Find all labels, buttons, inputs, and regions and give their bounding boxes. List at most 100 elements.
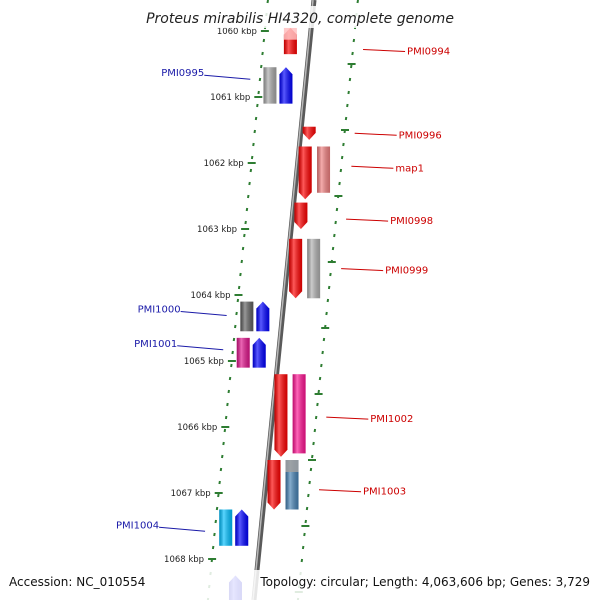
topology-text: Topology: circular; Length: 4,063,606 bp… <box>259 575 590 589</box>
minor-tick <box>309 467 313 472</box>
gene-shading <box>285 460 299 510</box>
minor-tick <box>308 480 311 485</box>
leader-line <box>351 165 394 169</box>
gene-arrow[interactable] <box>298 146 312 200</box>
gene-name: PMI0996 <box>399 130 442 141</box>
scale-label: 1065 kbp <box>184 357 224 367</box>
gene-shading <box>236 337 250 368</box>
minor-tick <box>350 64 353 69</box>
minor-tick <box>340 155 344 160</box>
gene-arrow[interactable] <box>235 509 249 546</box>
minor-tick <box>241 246 245 251</box>
gene-arrow[interactable] <box>302 126 316 140</box>
gene-name: map1 <box>395 163 424 174</box>
accession-text: Accession: NC_010554 <box>9 575 145 589</box>
gene-label[interactable]: PMI1003 <box>319 487 406 498</box>
gene-arrow[interactable] <box>285 460 299 510</box>
scale-label: 1061 kbp <box>210 93 250 103</box>
gene-arrow[interactable] <box>274 374 288 457</box>
minor-tick <box>244 220 247 225</box>
gene-arrow[interactable] <box>289 238 303 299</box>
scale-label: 1063 kbp <box>197 225 237 235</box>
gene-arrow[interactable] <box>292 374 306 454</box>
leader-line <box>319 489 362 493</box>
minor-tick <box>237 285 241 290</box>
right-tick-line <box>296 0 359 600</box>
gene-arrow[interactable] <box>283 27 297 55</box>
leader-line <box>159 526 206 532</box>
gene-label[interactable]: PMI0996 <box>354 130 442 141</box>
minor-tick <box>262 38 266 43</box>
gene-labels: PMI0994 PMI0995 PMI0996 map1 PMI0998 PMI0999 P… <box>116 46 450 532</box>
leader-line <box>346 218 389 222</box>
minor-tick <box>305 506 309 511</box>
gene-arrow[interactable] <box>236 337 250 368</box>
scale-label: 1067 kbp <box>171 489 211 499</box>
gene-label[interactable]: PMI0999 <box>341 266 428 277</box>
backbone-line <box>251 0 317 600</box>
gene-name: PMI1004 <box>116 520 159 531</box>
minor-tick <box>230 363 233 368</box>
minor-tick <box>318 376 322 381</box>
gene-label[interactable]: PMI1001 <box>134 339 224 351</box>
minor-tick <box>239 272 242 277</box>
gene-shading <box>240 301 254 332</box>
minor-tick <box>317 389 320 394</box>
minor-tick <box>221 454 224 459</box>
gene-arrow[interactable] <box>256 301 270 332</box>
minor-tick <box>252 142 255 147</box>
gene-label[interactable]: PMI0994 <box>363 46 450 57</box>
minor-tick <box>240 259 243 264</box>
gene-shading <box>235 509 249 546</box>
minor-tick <box>257 90 260 95</box>
gene-arrow[interactable] <box>252 337 266 368</box>
gene-arrow[interactable] <box>219 509 233 546</box>
gene-arrow[interactable] <box>267 460 281 510</box>
gene-arrow[interactable] <box>317 146 331 193</box>
gene-label[interactable]: PMI1002 <box>326 414 413 425</box>
minor-tick <box>223 428 227 433</box>
gene-name: PMI1001 <box>134 339 177 350</box>
gene-label[interactable]: PMI0995 <box>161 68 251 80</box>
minor-tick <box>215 506 219 511</box>
gene-shading <box>289 238 303 299</box>
leader-line <box>204 74 251 80</box>
minor-tick <box>314 415 318 420</box>
gene-label[interactable]: map1 <box>351 163 424 174</box>
gene-arrow[interactable] <box>279 67 293 104</box>
minor-tick <box>327 285 331 290</box>
minor-tick <box>211 545 215 550</box>
gene-arrow[interactable] <box>294 202 308 229</box>
leader-line <box>180 310 227 316</box>
minor-tick <box>224 415 228 420</box>
minor-tick <box>329 272 332 277</box>
minor-tick <box>301 545 305 550</box>
minor-tick <box>250 155 254 160</box>
leader-line <box>354 132 397 136</box>
gene-label[interactable]: PMI1004 <box>116 520 206 532</box>
gene-label[interactable]: PMI0998 <box>346 216 433 227</box>
leader-line <box>326 416 369 420</box>
minor-tick <box>236 298 240 303</box>
minor-tick <box>213 532 216 537</box>
gene-arrow[interactable] <box>263 67 277 104</box>
scale-label: 1060 kbp <box>217 27 257 37</box>
minor-tick <box>235 311 238 316</box>
minor-tick <box>243 233 246 238</box>
minor-tick <box>338 181 341 186</box>
gene-shading <box>279 67 293 104</box>
minor-tick <box>253 129 256 134</box>
gene-arrow[interactable] <box>307 238 321 299</box>
gene-shading <box>274 374 288 457</box>
gene-label[interactable]: PMI1000 <box>138 304 227 316</box>
gene-highlight <box>283 27 297 40</box>
minor-tick <box>304 519 307 524</box>
minor-tick <box>335 207 339 212</box>
minor-tick <box>339 168 343 173</box>
left-tick-line <box>206 0 269 600</box>
gene-shading <box>267 460 281 510</box>
minor-tick <box>231 350 234 355</box>
leader-line <box>177 345 224 351</box>
gene-arrow[interactable] <box>240 301 254 332</box>
backbone-highlight <box>252 0 314 600</box>
